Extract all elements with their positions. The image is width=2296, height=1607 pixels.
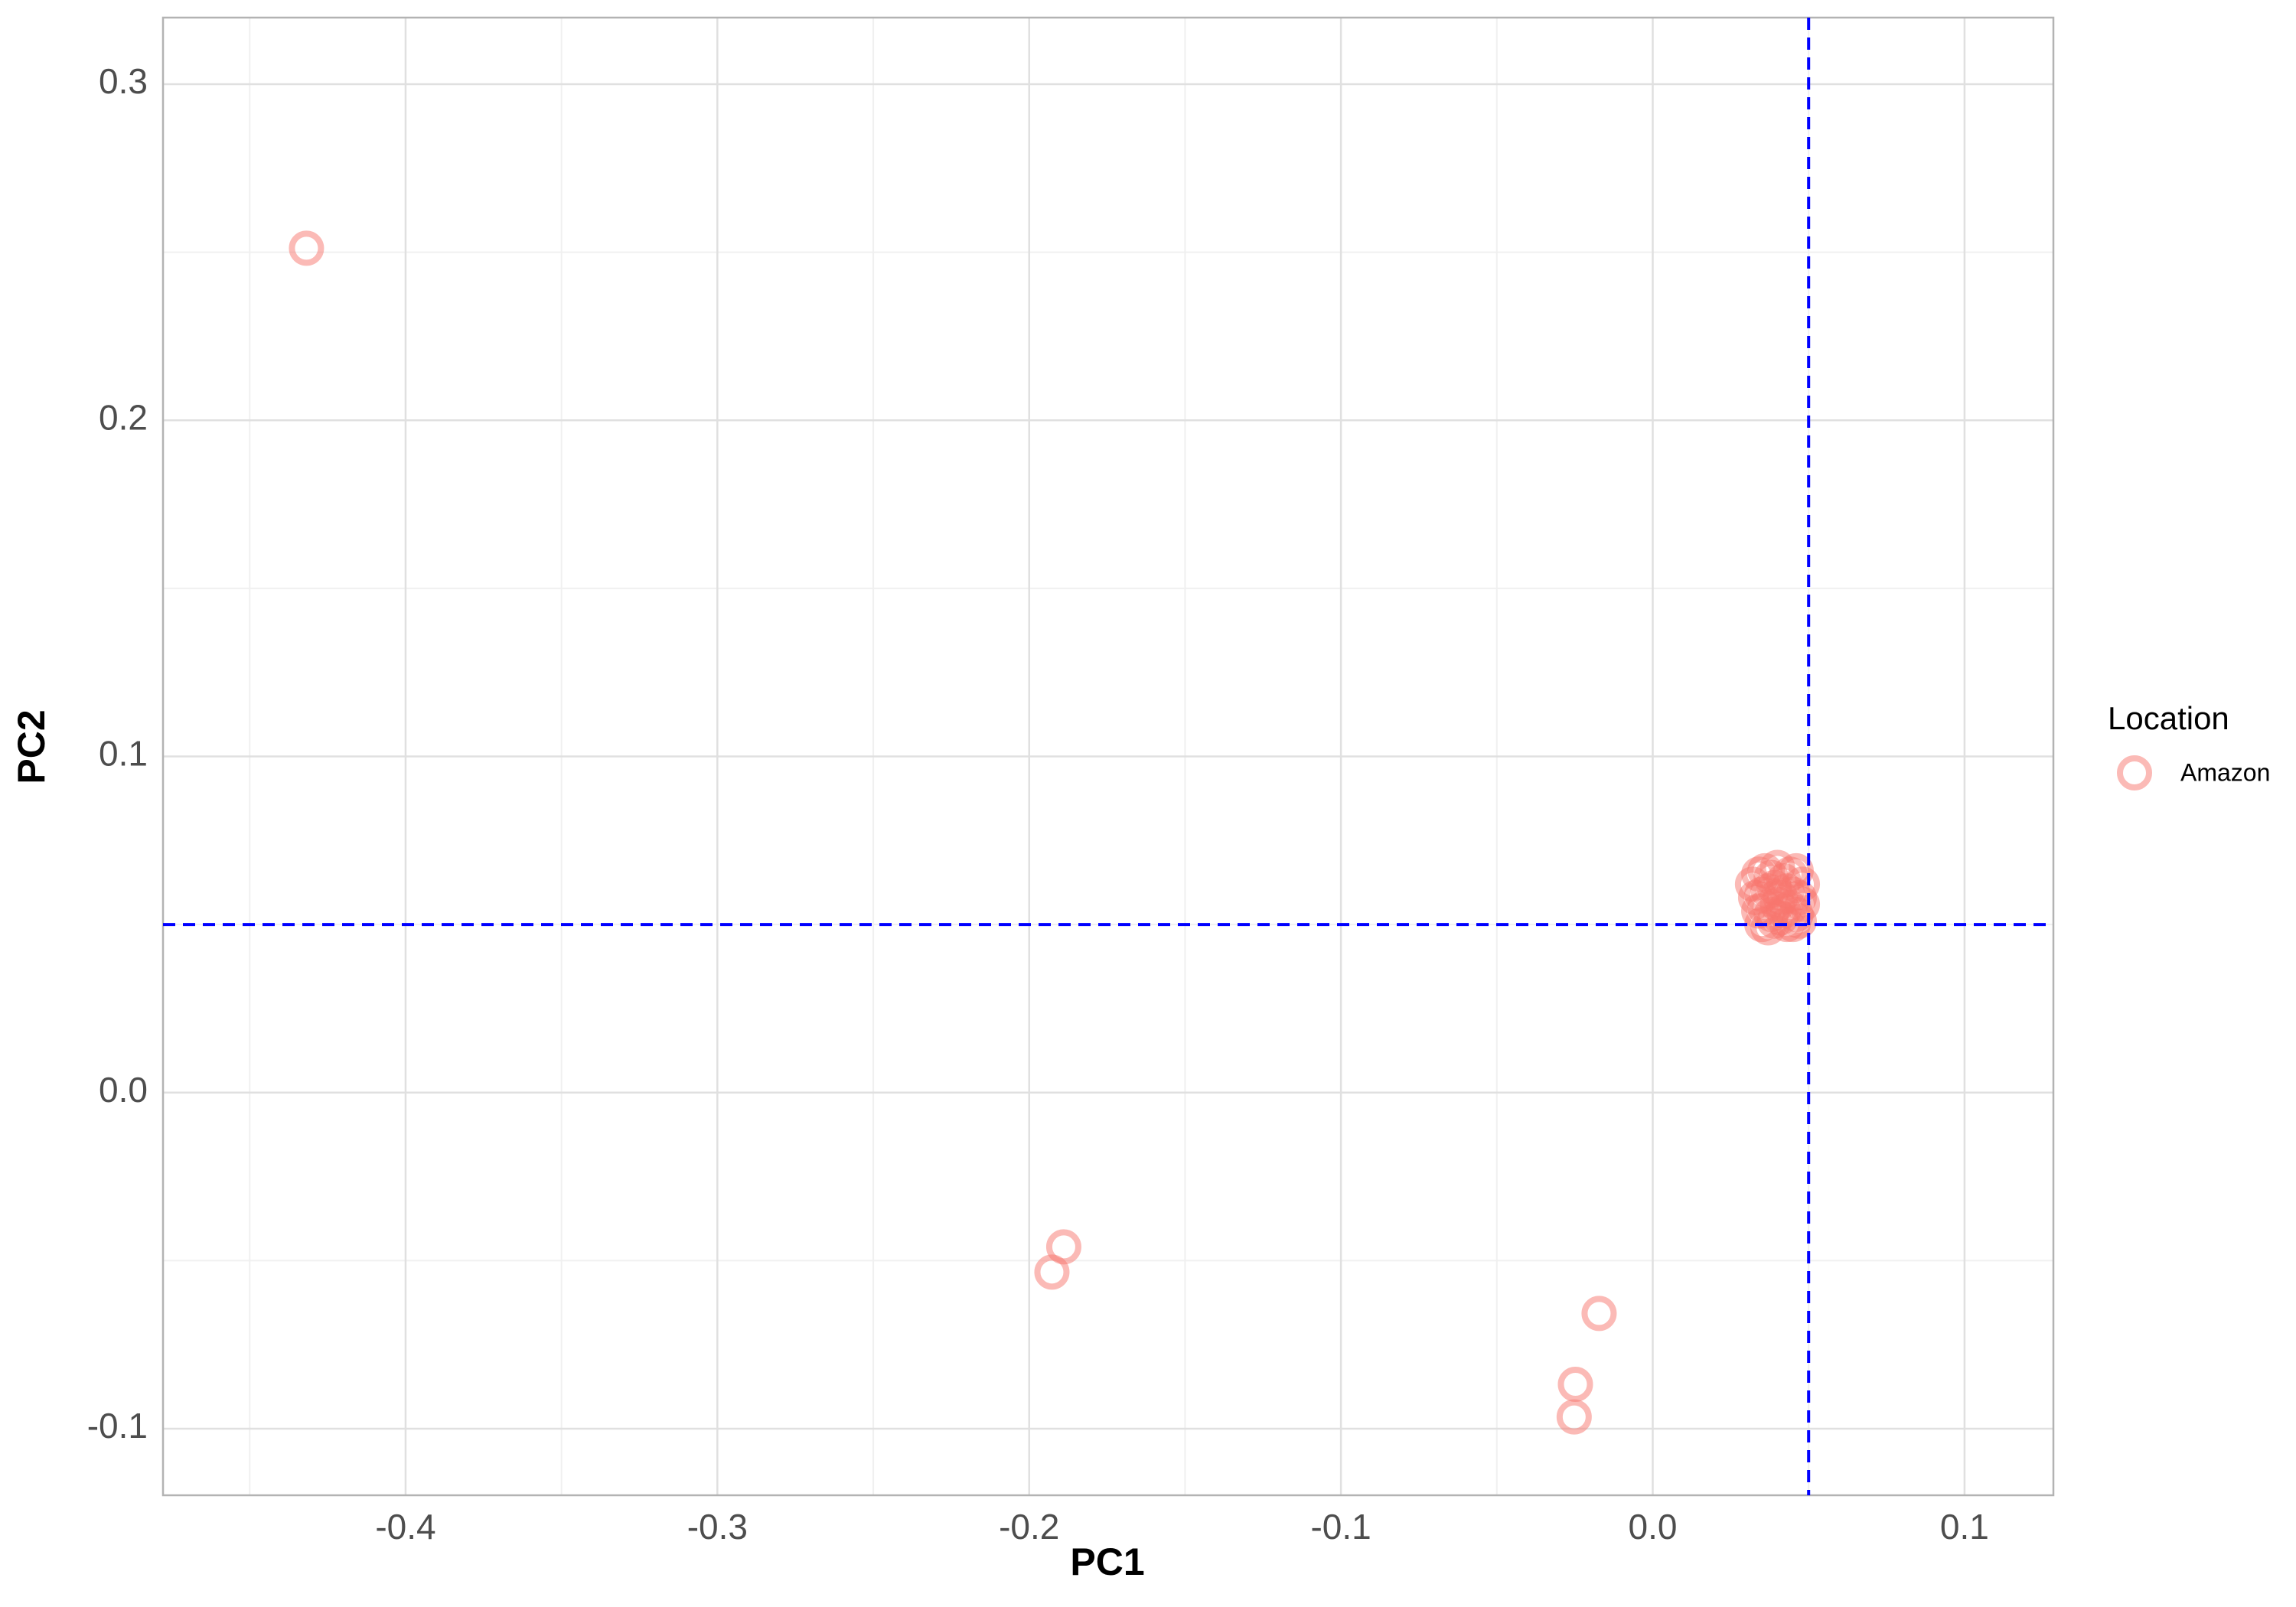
x-tick-label: -0.3 (687, 1507, 748, 1547)
point (289, 230, 325, 266)
y-tick-label: 0.2 (99, 397, 148, 437)
x-axis-title: PC1 (1070, 1540, 1144, 1583)
panel-border (161, 16, 2055, 1497)
y-tick-label: 0.3 (99, 61, 148, 101)
x-tick-label: 0.0 (1629, 1507, 1678, 1547)
y-axis-title: PC2 (10, 709, 53, 784)
legend-symbol (2117, 755, 2152, 790)
legend-label: Amazon (2180, 758, 2270, 786)
y-tick-label: 0.1 (99, 734, 148, 774)
y-tick-label: 0.0 (99, 1070, 148, 1110)
x-tick-label: -0.1 (1310, 1507, 1371, 1547)
x-tick-label: 0.1 (1940, 1507, 1989, 1547)
point (1034, 1254, 1070, 1290)
point (1557, 1367, 1593, 1403)
point (1581, 1296, 1617, 1332)
point (1556, 1399, 1592, 1435)
legend-title: Location (2108, 700, 2229, 736)
x-tick-label: -0.2 (999, 1507, 1059, 1547)
y-tick-label: -0.1 (87, 1406, 148, 1446)
x-tick-label: -0.4 (375, 1507, 435, 1547)
